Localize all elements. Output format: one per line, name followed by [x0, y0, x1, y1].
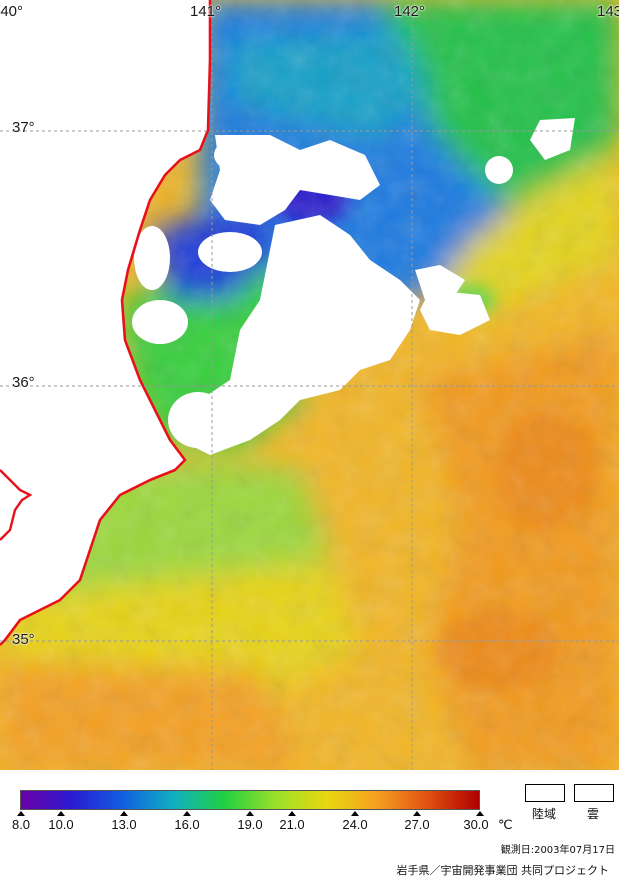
- colorbar-unit: ℃: [498, 817, 513, 832]
- colorbar-tick-label: 10.0: [48, 817, 74, 832]
- colorbar-tick-label: 13.0: [111, 817, 137, 832]
- lake-coastline: [0, 469, 33, 541]
- sea-surface-temperature-map: [0, 0, 619, 770]
- tick-mark: [413, 811, 421, 816]
- legend-panel: [0, 770, 619, 881]
- tick-mark: [288, 811, 296, 816]
- lat-label-36: 36°: [12, 374, 35, 391]
- graticule: [0, 0, 619, 770]
- cloud-swatch: [574, 784, 614, 802]
- land-legend-label: 陸域: [532, 807, 557, 821]
- tick-mark: [57, 811, 65, 816]
- temperature-colorbar: [20, 790, 480, 810]
- colorbar-tick-label: 24.0: [342, 817, 368, 832]
- cloud-legend-label: 雲: [587, 807, 600, 821]
- tick-mark: [351, 811, 359, 816]
- tick-mark: [120, 811, 128, 816]
- tick-mark: [246, 811, 254, 816]
- lat-label-37: 37°: [12, 119, 35, 136]
- colorbar-tick-label: 8.0: [11, 817, 31, 832]
- tick-mark: [476, 811, 484, 816]
- cloud-cover: [132, 118, 575, 455]
- lat-label-35: 35°: [12, 631, 35, 648]
- lon-label-143: 143°: [597, 3, 619, 20]
- colorbar-tick-label: 21.0: [279, 817, 305, 832]
- land-honshu: [0, 0, 210, 645]
- credit-line: 岩手県／宇宙開発事業団 共同プロジェクト: [396, 864, 610, 877]
- colorbar-tick-label: 30.0: [463, 817, 489, 832]
- lon-label-142: 142°: [394, 3, 426, 20]
- colorbar-tick-label: 16.0: [174, 817, 200, 832]
- tick-mark: [183, 811, 191, 816]
- colorbar-tick-label: 27.0: [404, 817, 430, 832]
- land-swatch: [525, 784, 565, 802]
- lon-label-140: 140°: [0, 3, 24, 20]
- tick-mark: [17, 811, 25, 816]
- lon-label-141: 141°: [190, 3, 222, 20]
- observation-date: 観測日:2003年07月17日: [500, 845, 615, 856]
- colorbar-tick-label: 19.0: [237, 817, 263, 832]
- coastline: [0, 0, 212, 646]
